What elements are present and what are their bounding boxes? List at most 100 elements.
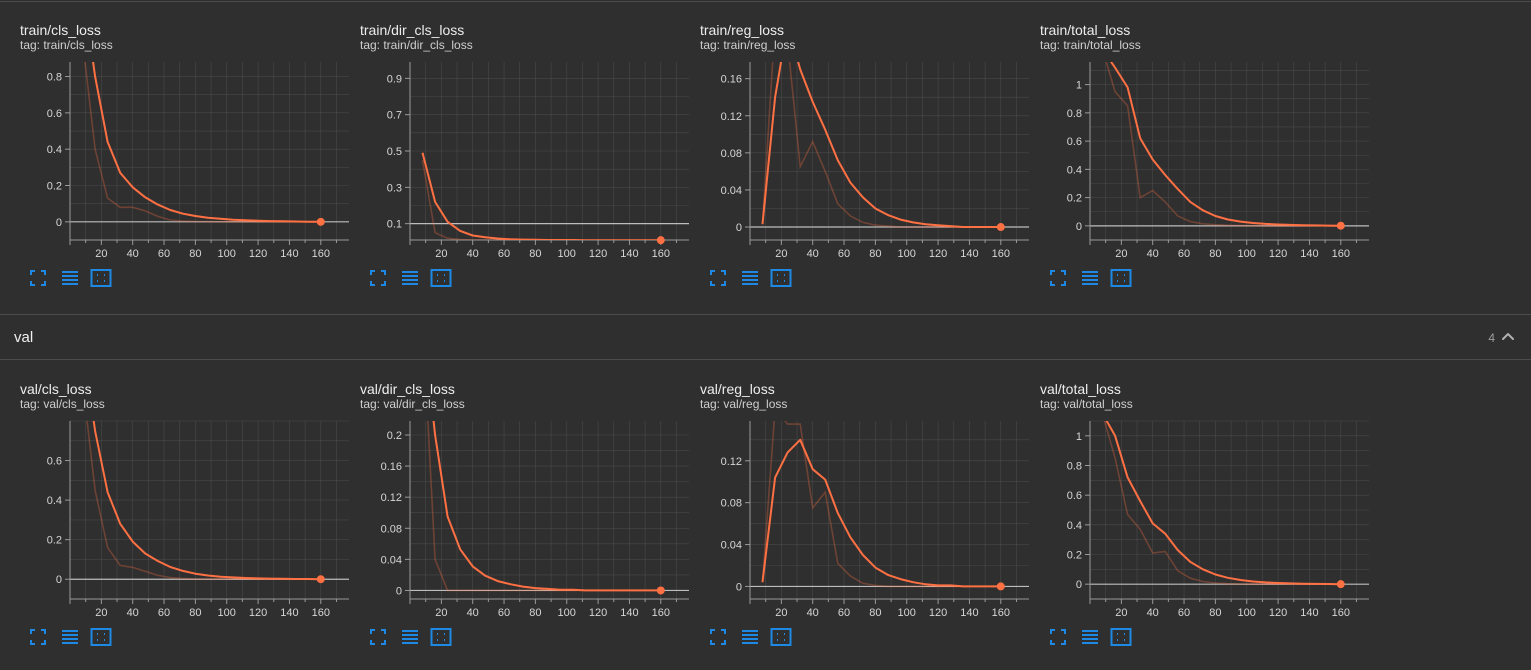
x-tick-label: 100: [1238, 248, 1256, 260]
chart-title: train/total_loss: [1040, 22, 1131, 38]
x-tick-label: 140: [620, 248, 638, 260]
fit-domain-icon[interactable]: [1110, 627, 1132, 647]
chart-actions: [1048, 268, 1138, 288]
x-tick-label: 160: [992, 248, 1010, 260]
x-tick-label: 100: [898, 607, 916, 619]
fullscreen-icon[interactable]: [1048, 627, 1068, 647]
fit-domain-icon[interactable]: [770, 268, 792, 288]
fit-domain-icon[interactable]: [430, 627, 452, 647]
data-table-icon[interactable]: [60, 268, 80, 288]
last-point-marker: [316, 575, 325, 584]
line-chart[interactable]: 20 40 60 80 100 120 140 160 0 0.04 0.08 0.12 0.16: [680, 0, 1029, 265]
line-chart[interactable]: 20 40 60 80 100 120 140 160 0.1 0.3 0.5 0.7 0.9: [340, 0, 689, 265]
y-tick-label: 0.8: [1067, 461, 1082, 473]
y-tick-label: 0.2: [1067, 550, 1082, 562]
last-point-marker: [656, 236, 665, 245]
fit-domain-icon[interactable]: [430, 268, 452, 288]
fullscreen-icon[interactable]: [28, 268, 48, 288]
section-divider: [0, 314, 1531, 315]
x-tick-label: 40: [1147, 607, 1159, 619]
y-tick-label: 0: [736, 222, 742, 234]
chart-tag: tag: train/total_loss: [1040, 38, 1141, 52]
y-tick-label: 0.2: [1067, 193, 1082, 205]
y-tick-label: 0.9: [387, 73, 402, 85]
x-tick-label: 60: [838, 248, 850, 260]
last-point-marker: [656, 586, 665, 595]
fullscreen-icon[interactable]: [368, 268, 388, 288]
data-table-icon[interactable]: [400, 268, 420, 288]
y-tick-label: 0.2: [47, 181, 62, 193]
data-table-icon[interactable]: [1080, 268, 1100, 288]
val-card-row: val/cls_loss tag: val/cls_loss 20 40 60 80 1…: [0, 359, 1531, 654]
data-table-icon[interactable]: [740, 627, 760, 647]
y-tick-label: 1: [1076, 431, 1082, 443]
x-tick-label: 120: [249, 607, 267, 619]
x-tick-label: 40: [127, 248, 139, 260]
line-chart[interactable]: 20 40 60 80 100 120 140 160 0 0.2 0.4 0.6 0.8: [0, 0, 349, 265]
fullscreen-icon[interactable]: [368, 627, 388, 647]
x-tick-label: 60: [498, 607, 510, 619]
fit-domain-icon[interactable]: [770, 627, 792, 647]
x-tick-label: 120: [929, 248, 947, 260]
line-chart[interactable]: 20 40 60 80 100 120 140 160 0 0.2 0.4 0.6: [0, 359, 349, 624]
chart-tag: tag: val/cls_loss: [20, 397, 105, 411]
fullscreen-icon[interactable]: [28, 627, 48, 647]
fit-domain-icon[interactable]: [90, 627, 112, 647]
line-chart[interactable]: 20 40 60 80 100 120 140 160 0 0.2 0.4 0.6 0.8 1: [1020, 0, 1369, 265]
x-tick-label: 140: [280, 248, 298, 260]
chart-card: val/total_loss tag: val/total_loss 20 40 6…: [1020, 359, 1369, 654]
series-line-raw: [761, 62, 1001, 228]
x-tick-label: 160: [652, 248, 670, 260]
y-tick-label: 0.08: [381, 523, 402, 535]
x-tick-label: 80: [869, 607, 881, 619]
fit-domain-icon[interactable]: [90, 268, 112, 288]
y-tick-label: 0.16: [721, 74, 742, 86]
data-table-icon[interactable]: [1080, 627, 1100, 647]
x-tick-label: 100: [1238, 607, 1256, 619]
line-chart[interactable]: 20 40 60 80 100 120 140 160 0 0.2 0.4 0.6 0.8 1: [1020, 359, 1369, 624]
chart-card: val/reg_loss tag: val/reg_loss 20 40 60 80 1…: [680, 359, 1029, 654]
x-tick-label: 20: [435, 607, 447, 619]
x-tick-label: 20: [1115, 248, 1127, 260]
x-tick-label: 80: [1209, 607, 1221, 619]
chart-title: val/cls_loss: [20, 381, 92, 397]
y-tick-label: 0.12: [721, 111, 742, 123]
x-tick-label: 160: [992, 607, 1010, 619]
x-tick-label: 160: [312, 607, 330, 619]
series-line-raw: [761, 421, 1001, 588]
chart-actions: [1048, 627, 1138, 647]
fullscreen-icon[interactable]: [708, 627, 728, 647]
x-tick-label: 140: [280, 607, 298, 619]
section-header-val[interactable]: val 4: [0, 316, 1531, 358]
x-tick-label: 100: [218, 607, 236, 619]
line-chart[interactable]: 20 40 60 80 100 120 140 160 0 0.04 0.08 0.12 0.16 0.2: [340, 359, 689, 624]
y-tick-label: 0.3: [387, 182, 402, 194]
fit-domain-icon[interactable]: [1110, 268, 1132, 288]
chart-card: val/cls_loss tag: val/cls_loss 20 40 60 80 1…: [0, 359, 349, 654]
x-tick-label: 140: [960, 248, 978, 260]
y-tick-label: 0: [56, 217, 62, 229]
y-tick-label: 0.08: [721, 498, 742, 510]
series-line-raw: [427, 421, 661, 592]
x-tick-label: 80: [529, 607, 541, 619]
line-chart[interactable]: 20 40 60 80 100 120 140 160 0 0.04 0.08 0.12: [680, 359, 1029, 624]
chart-actions: [708, 627, 798, 647]
x-tick-label: 100: [218, 248, 236, 260]
fullscreen-icon[interactable]: [1048, 268, 1068, 288]
y-tick-label: 0.6: [47, 108, 62, 120]
fullscreen-icon[interactable]: [708, 268, 728, 288]
y-tick-label: 0.6: [1067, 490, 1082, 502]
data-table-icon[interactable]: [740, 268, 760, 288]
x-tick-label: 60: [1178, 248, 1190, 260]
data-table-icon[interactable]: [400, 627, 420, 647]
data-table-icon[interactable]: [60, 627, 80, 647]
chart-title: train/cls_loss: [20, 22, 101, 38]
chevron-up-icon[interactable]: [1499, 328, 1517, 346]
x-tick-label: 80: [189, 607, 201, 619]
y-tick-label: 0.04: [381, 554, 402, 566]
y-tick-label: 0.2: [387, 430, 402, 442]
x-tick-label: 60: [838, 607, 850, 619]
x-tick-label: 160: [312, 248, 330, 260]
x-tick-label: 120: [589, 607, 607, 619]
chart-actions: [368, 627, 458, 647]
